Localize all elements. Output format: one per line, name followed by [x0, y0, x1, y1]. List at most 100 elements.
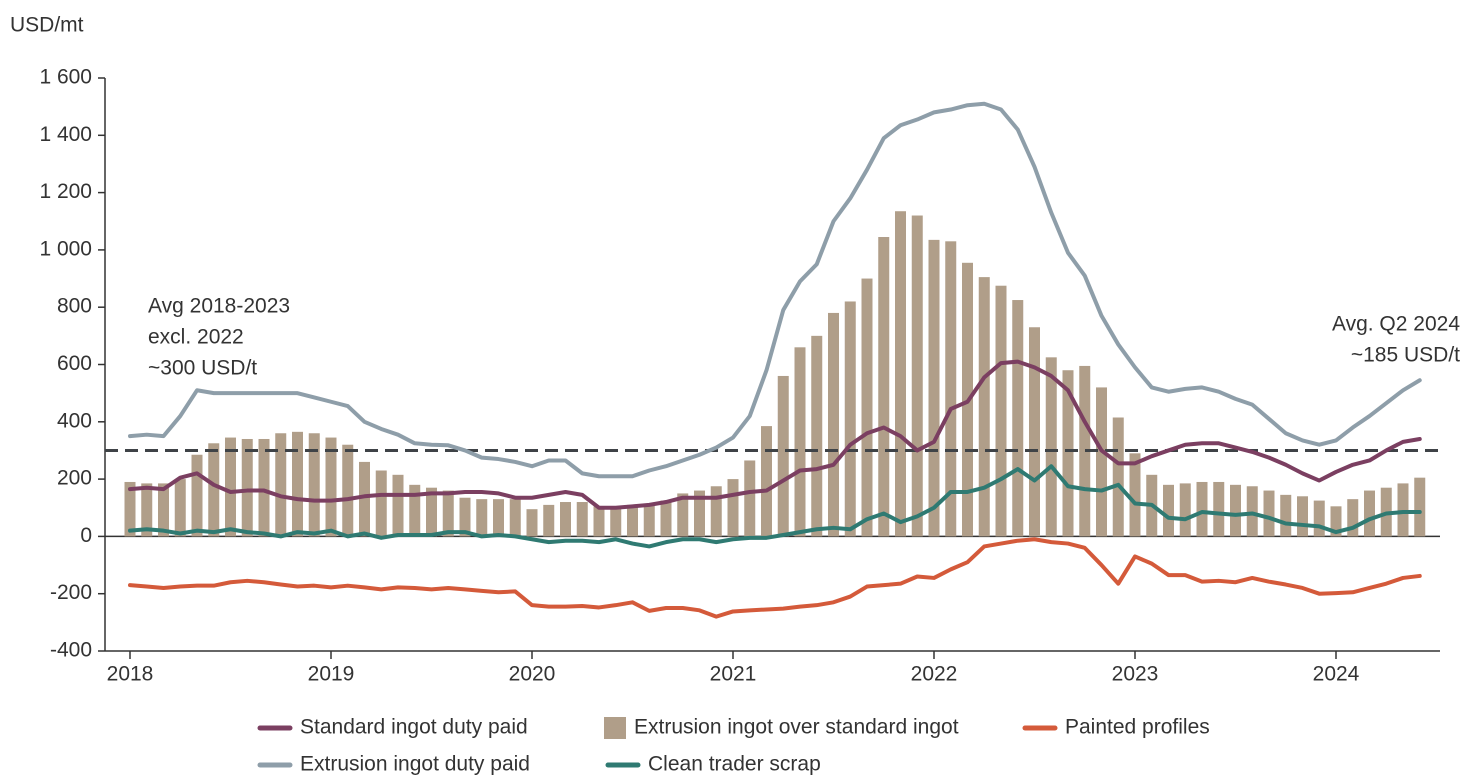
bar — [1029, 327, 1040, 537]
line-series — [128, 359, 1422, 510]
bar — [694, 490, 705, 537]
bar — [794, 347, 806, 537]
y-tick-label: -200 — [50, 581, 92, 604]
legend-label: Painted profiles — [1065, 716, 1210, 739]
bar — [710, 486, 722, 537]
bar — [844, 301, 856, 537]
bar — [543, 504, 555, 537]
bar — [342, 444, 354, 537]
bar — [275, 433, 287, 537]
line-series — [128, 537, 1422, 619]
bar — [643, 504, 655, 537]
bar — [1364, 490, 1375, 537]
annotation: Avg 2018-2023 — [148, 295, 290, 318]
bar — [1297, 496, 1308, 537]
x-tick-label: 2019 — [308, 663, 355, 686]
bar — [225, 437, 236, 537]
bar — [1246, 486, 1258, 537]
bar — [1045, 357, 1057, 537]
bar — [442, 490, 454, 537]
x-tick-label: 2022 — [911, 663, 958, 686]
annotation: ~300 USD/t — [148, 357, 257, 380]
bar — [878, 237, 890, 537]
bar — [928, 239, 940, 537]
bar — [1397, 483, 1409, 537]
bar — [677, 493, 689, 537]
legend-label: Extrusion ingot duty paid — [300, 753, 530, 776]
y-tick-label: 1 000 — [39, 237, 92, 260]
annotation: ~185 USD/t — [1351, 344, 1460, 367]
bar — [995, 285, 1007, 537]
bar — [191, 454, 203, 537]
bar — [158, 483, 169, 537]
bar — [141, 483, 153, 537]
bar — [1230, 484, 1241, 537]
bar — [258, 438, 270, 537]
bar — [560, 502, 571, 537]
y-tick-label: 400 — [57, 409, 92, 432]
bar — [777, 375, 789, 537]
bar — [1263, 490, 1275, 537]
y-tick-label: 1 400 — [39, 123, 92, 146]
bar — [359, 461, 370, 537]
line-series — [128, 101, 1422, 479]
bar — [509, 499, 521, 537]
bar — [1330, 506, 1342, 537]
bar — [660, 500, 672, 537]
bar — [476, 499, 488, 537]
bar — [861, 278, 873, 537]
y-tick-label: 800 — [57, 295, 92, 318]
bar — [1012, 300, 1024, 537]
bar — [744, 460, 756, 537]
annotation: excl. 2022 — [148, 326, 244, 349]
bar — [1163, 484, 1174, 537]
bar — [811, 335, 823, 537]
bar — [1129, 453, 1141, 537]
bar — [241, 438, 253, 537]
bar — [1313, 500, 1325, 537]
bar — [1414, 477, 1426, 537]
annotation: Avg. Q2 2024 — [1332, 313, 1460, 336]
bar — [375, 470, 387, 537]
bar — [1096, 387, 1107, 537]
bar — [576, 502, 588, 537]
y-tick-label: 600 — [57, 352, 92, 375]
bar — [610, 507, 622, 537]
bar — [459, 497, 471, 537]
bar — [1280, 494, 1292, 537]
bar — [208, 443, 220, 537]
legend-label: Standard ingot duty paid — [300, 716, 528, 739]
bar — [828, 312, 839, 537]
bar — [911, 215, 923, 537]
bar — [761, 426, 772, 537]
line-series — [128, 464, 1422, 549]
bar — [1062, 370, 1074, 537]
x-tick-label: 2024 — [1313, 663, 1360, 686]
x-tick-label: 2021 — [710, 663, 757, 686]
bar — [1347, 499, 1359, 537]
bar — [325, 437, 337, 537]
bar — [627, 504, 638, 537]
bar — [1196, 481, 1208, 537]
bar — [727, 479, 739, 537]
x-tick-label: 2020 — [509, 663, 556, 686]
bar — [945, 241, 957, 537]
bar — [593, 506, 605, 537]
y-tick-label: -400 — [50, 639, 92, 662]
bar — [526, 509, 538, 537]
y-tick-label: 1 600 — [39, 66, 92, 89]
bar — [174, 479, 186, 537]
legend-label: Extrusion ingot over standard ingot — [634, 716, 959, 739]
bar — [1112, 417, 1124, 537]
bar — [1179, 483, 1191, 537]
bar — [426, 487, 437, 537]
bar — [308, 433, 320, 537]
y-tick-label: 1 200 — [39, 180, 92, 203]
bar — [392, 474, 404, 537]
bar — [978, 277, 990, 537]
x-tick-label: 2023 — [1112, 663, 1159, 686]
x-tick-label: 2018 — [107, 663, 154, 686]
bar — [124, 481, 136, 537]
